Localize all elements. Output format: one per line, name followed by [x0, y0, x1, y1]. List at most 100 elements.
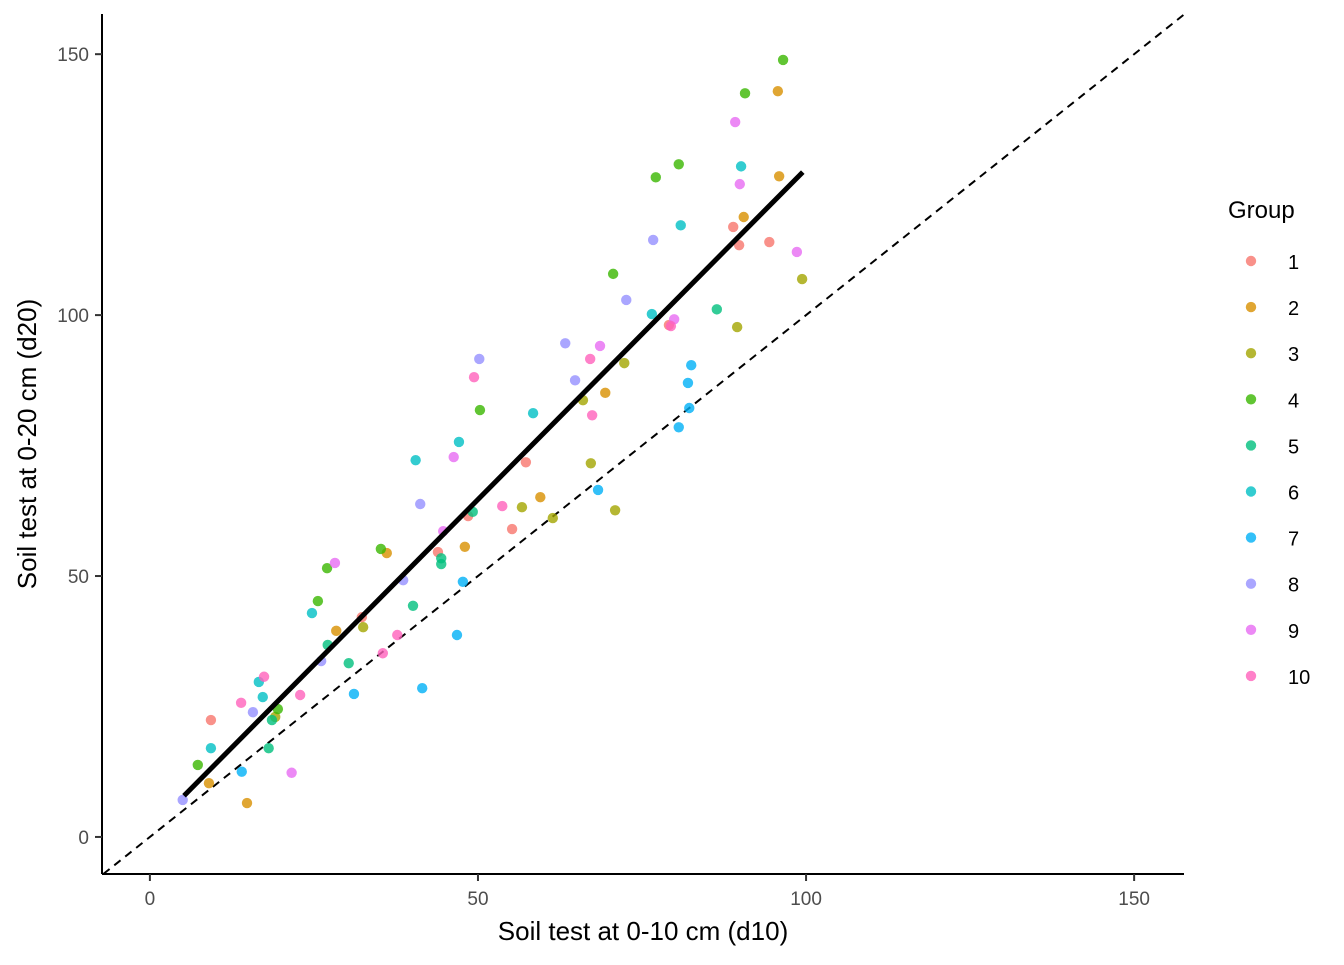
y-axis-label: Soil test at 0-20 cm (d20)	[12, 299, 42, 589]
data-point-group-6	[306, 607, 318, 619]
data-point-group-10	[377, 648, 389, 659]
data-point-group-3	[585, 458, 597, 469]
data-point-group-4	[607, 268, 619, 280]
data-point-group-5	[266, 714, 278, 726]
data-point-group-7	[673, 422, 684, 433]
data-point-group-2	[600, 387, 611, 399]
data-point-group-6	[257, 691, 268, 703]
data-point-group-2	[459, 541, 471, 553]
data-point-group-7	[451, 629, 463, 641]
data-point-group-9	[286, 767, 297, 778]
data-point-group-5	[436, 553, 447, 564]
data-point-group-1	[205, 714, 217, 726]
y-tick-label: 50	[68, 567, 89, 588]
legend-key-group-8	[1245, 578, 1257, 589]
data-point-group-9	[734, 178, 745, 190]
data-point-group-3	[796, 273, 808, 285]
data-point-group-10	[235, 697, 247, 709]
data-point-group-2	[241, 797, 253, 809]
legend: Group 1 2 3 4 5 6 7 8 9 10	[1228, 197, 1310, 689]
data-point-group-4	[375, 543, 387, 555]
legend-title: Group	[1228, 197, 1295, 224]
y-tick-label: 100	[57, 306, 89, 327]
data-point-group-6	[410, 454, 421, 466]
legend-key-group-10	[1245, 670, 1257, 682]
data-point-group-2	[535, 492, 546, 503]
legend-label-group-10: 10	[1288, 667, 1310, 689]
data-point-group-3	[516, 501, 528, 513]
legend-key-group-9	[1245, 624, 1257, 635]
data-point-group-2	[203, 777, 215, 789]
legend-label-group-5: 5	[1288, 436, 1299, 458]
data-point-group-5	[711, 304, 723, 315]
legend-key-group-1	[1245, 255, 1257, 267]
data-point-group-2	[772, 86, 784, 97]
legend-label-group-1: 1	[1288, 252, 1299, 274]
data-point-group-8	[177, 794, 188, 806]
x-axis-label: Soil test at 0-10 cm (d10)	[498, 916, 788, 946]
data-point-group-10	[584, 353, 596, 365]
data-point-group-8	[569, 375, 581, 386]
data-point-group-6	[735, 161, 747, 172]
data-point-group-10	[665, 320, 677, 332]
data-point-group-4	[474, 404, 486, 416]
data-point-group-4	[777, 54, 789, 66]
data-point-group-2	[331, 625, 342, 637]
data-point-group-7	[348, 688, 360, 700]
legend-key-group-3	[1245, 348, 1257, 359]
regression-fit-line	[182, 170, 805, 798]
data-point-group-6	[453, 436, 465, 448]
data-point-group-8	[560, 338, 571, 349]
legend-key-group-5	[1245, 440, 1257, 451]
data-point-group-4	[321, 562, 333, 574]
data-point-group-5	[263, 743, 274, 754]
data-point-group-5	[343, 657, 354, 669]
data-point-group-6	[675, 220, 686, 231]
data-point-group-10	[294, 689, 306, 701]
legend-label-group-9: 9	[1288, 621, 1299, 643]
data-point-group-2	[773, 171, 785, 182]
data-point-group-7	[457, 576, 469, 587]
legend-key-group-7	[1245, 532, 1257, 543]
legend-label-group-6: 6	[1288, 483, 1299, 505]
y-tick-label: 0	[78, 828, 89, 849]
data-point-group-1	[728, 221, 739, 233]
legend-label-group-2: 2	[1288, 298, 1299, 320]
data-point-group-4	[739, 88, 751, 99]
data-point-group-7	[682, 377, 694, 389]
data-point-group-1	[506, 523, 518, 535]
data-point-group-3	[609, 505, 621, 516]
legend-label-group-4: 4	[1288, 390, 1299, 412]
data-point-group-2	[738, 211, 749, 223]
x-tick-label: 50	[467, 889, 488, 910]
y-tick-label: 150	[57, 45, 89, 66]
data-point-group-4	[312, 595, 324, 607]
x-tick-label: 150	[1118, 889, 1150, 910]
data-point-group-3	[547, 512, 558, 524]
data-point-group-9	[594, 340, 606, 352]
data-point-group-8	[247, 707, 259, 718]
data-point-group-6	[527, 408, 539, 419]
legend-label-group-8: 8	[1288, 575, 1299, 597]
data-point-group-10	[392, 629, 403, 641]
axis-ticks: 0 50 100 150 0 50 100 150	[57, 45, 1150, 910]
legend-key-group-6	[1245, 486, 1257, 497]
data-point-group-8	[621, 294, 632, 306]
data-point-group-9	[791, 246, 803, 258]
data-point-group-7	[236, 766, 247, 777]
data-point-group-7	[686, 360, 697, 371]
data-point-group-9	[729, 116, 741, 128]
legend-label-group-3: 3	[1288, 344, 1299, 366]
data-point-group-6	[205, 743, 217, 754]
x-tick-label: 100	[790, 889, 822, 910]
data-point-group-8	[415, 498, 426, 510]
data-point-group-3	[357, 621, 369, 633]
data-point-group-10	[586, 410, 598, 421]
data-point-group-7	[592, 484, 604, 496]
data-point-group-8	[474, 353, 485, 365]
data-point-group-7	[417, 683, 428, 694]
data-point-group-7	[684, 402, 695, 414]
data-point-group-9	[329, 557, 341, 569]
data-point-group-1	[764, 236, 775, 248]
x-tick-label: 0	[145, 889, 156, 910]
